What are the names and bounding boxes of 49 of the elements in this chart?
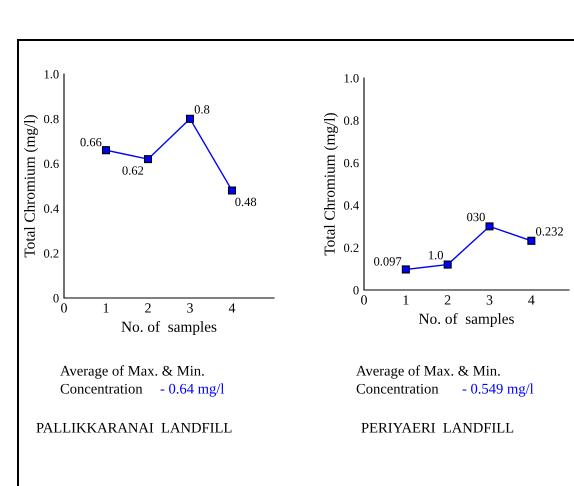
text: - 0.549 mg/l — [462, 383, 534, 397]
y-axis-title: Total Chromium (mg/l) — [24, 115, 38, 258]
y-tick-label: 0.4 — [344, 201, 359, 210]
point — [228, 186, 236, 195]
x-tick-label: 3 — [187, 303, 193, 313]
text: PERIYAERI LANDFILL — [361, 422, 514, 433]
point — [402, 265, 410, 274]
data-label: 0.232 — [536, 227, 563, 236]
text: Concentration — [356, 384, 438, 394]
annotation: 1.0 — [428, 250, 444, 260]
data-label: 0.48 — [235, 198, 256, 206]
data-label: 0.62 — [122, 166, 144, 175]
x-tick-label: 0 — [61, 303, 67, 313]
point — [186, 114, 194, 123]
annotation: 030 — [467, 212, 485, 222]
x-axis-title: No. of samples — [418, 313, 514, 328]
x-tick-label: 1 — [104, 303, 109, 312]
x-tick-label: 1 — [404, 295, 408, 304]
data-label: 0.8 — [194, 105, 210, 114]
x-tick-label: 2 — [145, 303, 151, 312]
x-tick-label: 2 — [444, 295, 450, 304]
y-tick-label: 1.0 — [344, 74, 359, 83]
x-tick-label: 3 — [486, 295, 492, 305]
y-tick-label: 1.0 — [44, 70, 59, 79]
point — [102, 146, 110, 154]
y-tick-label: 0.4 — [44, 204, 59, 213]
x-axis-title: No. of samples — [121, 321, 216, 336]
text: - 0.64 mg/l — [160, 383, 224, 397]
data-label: 0.66 — [80, 138, 102, 146]
text: Average of Max. & Min. — [60, 365, 204, 379]
text: Average of Max. & Min. — [356, 365, 500, 379]
x-tick-label: 4 — [228, 303, 236, 312]
text: PALLIKKARANAI LANDFILL — [36, 422, 232, 433]
y-tick-label: 0.2 — [44, 249, 58, 258]
y-axis-title: Total Chromium (mg/l) — [324, 113, 338, 256]
y-tick-label: 0 — [353, 286, 359, 294]
point — [527, 236, 536, 245]
text: Concentration — [60, 384, 142, 394]
x-tick-label: 0 — [361, 295, 367, 305]
y-tick-label: 0.8 — [344, 116, 359, 125]
y-tick-label: 0.8 — [44, 114, 59, 124]
data-label: 0.097 — [374, 257, 402, 266]
point — [485, 222, 494, 230]
x-tick-label: 4 — [528, 295, 535, 304]
y-tick-label: 0.2 — [344, 244, 358, 252]
y-tick-label: 0.6 — [344, 158, 359, 168]
point — [444, 260, 452, 269]
y-tick-label: 0.6 — [44, 160, 59, 168]
point — [144, 155, 152, 164]
